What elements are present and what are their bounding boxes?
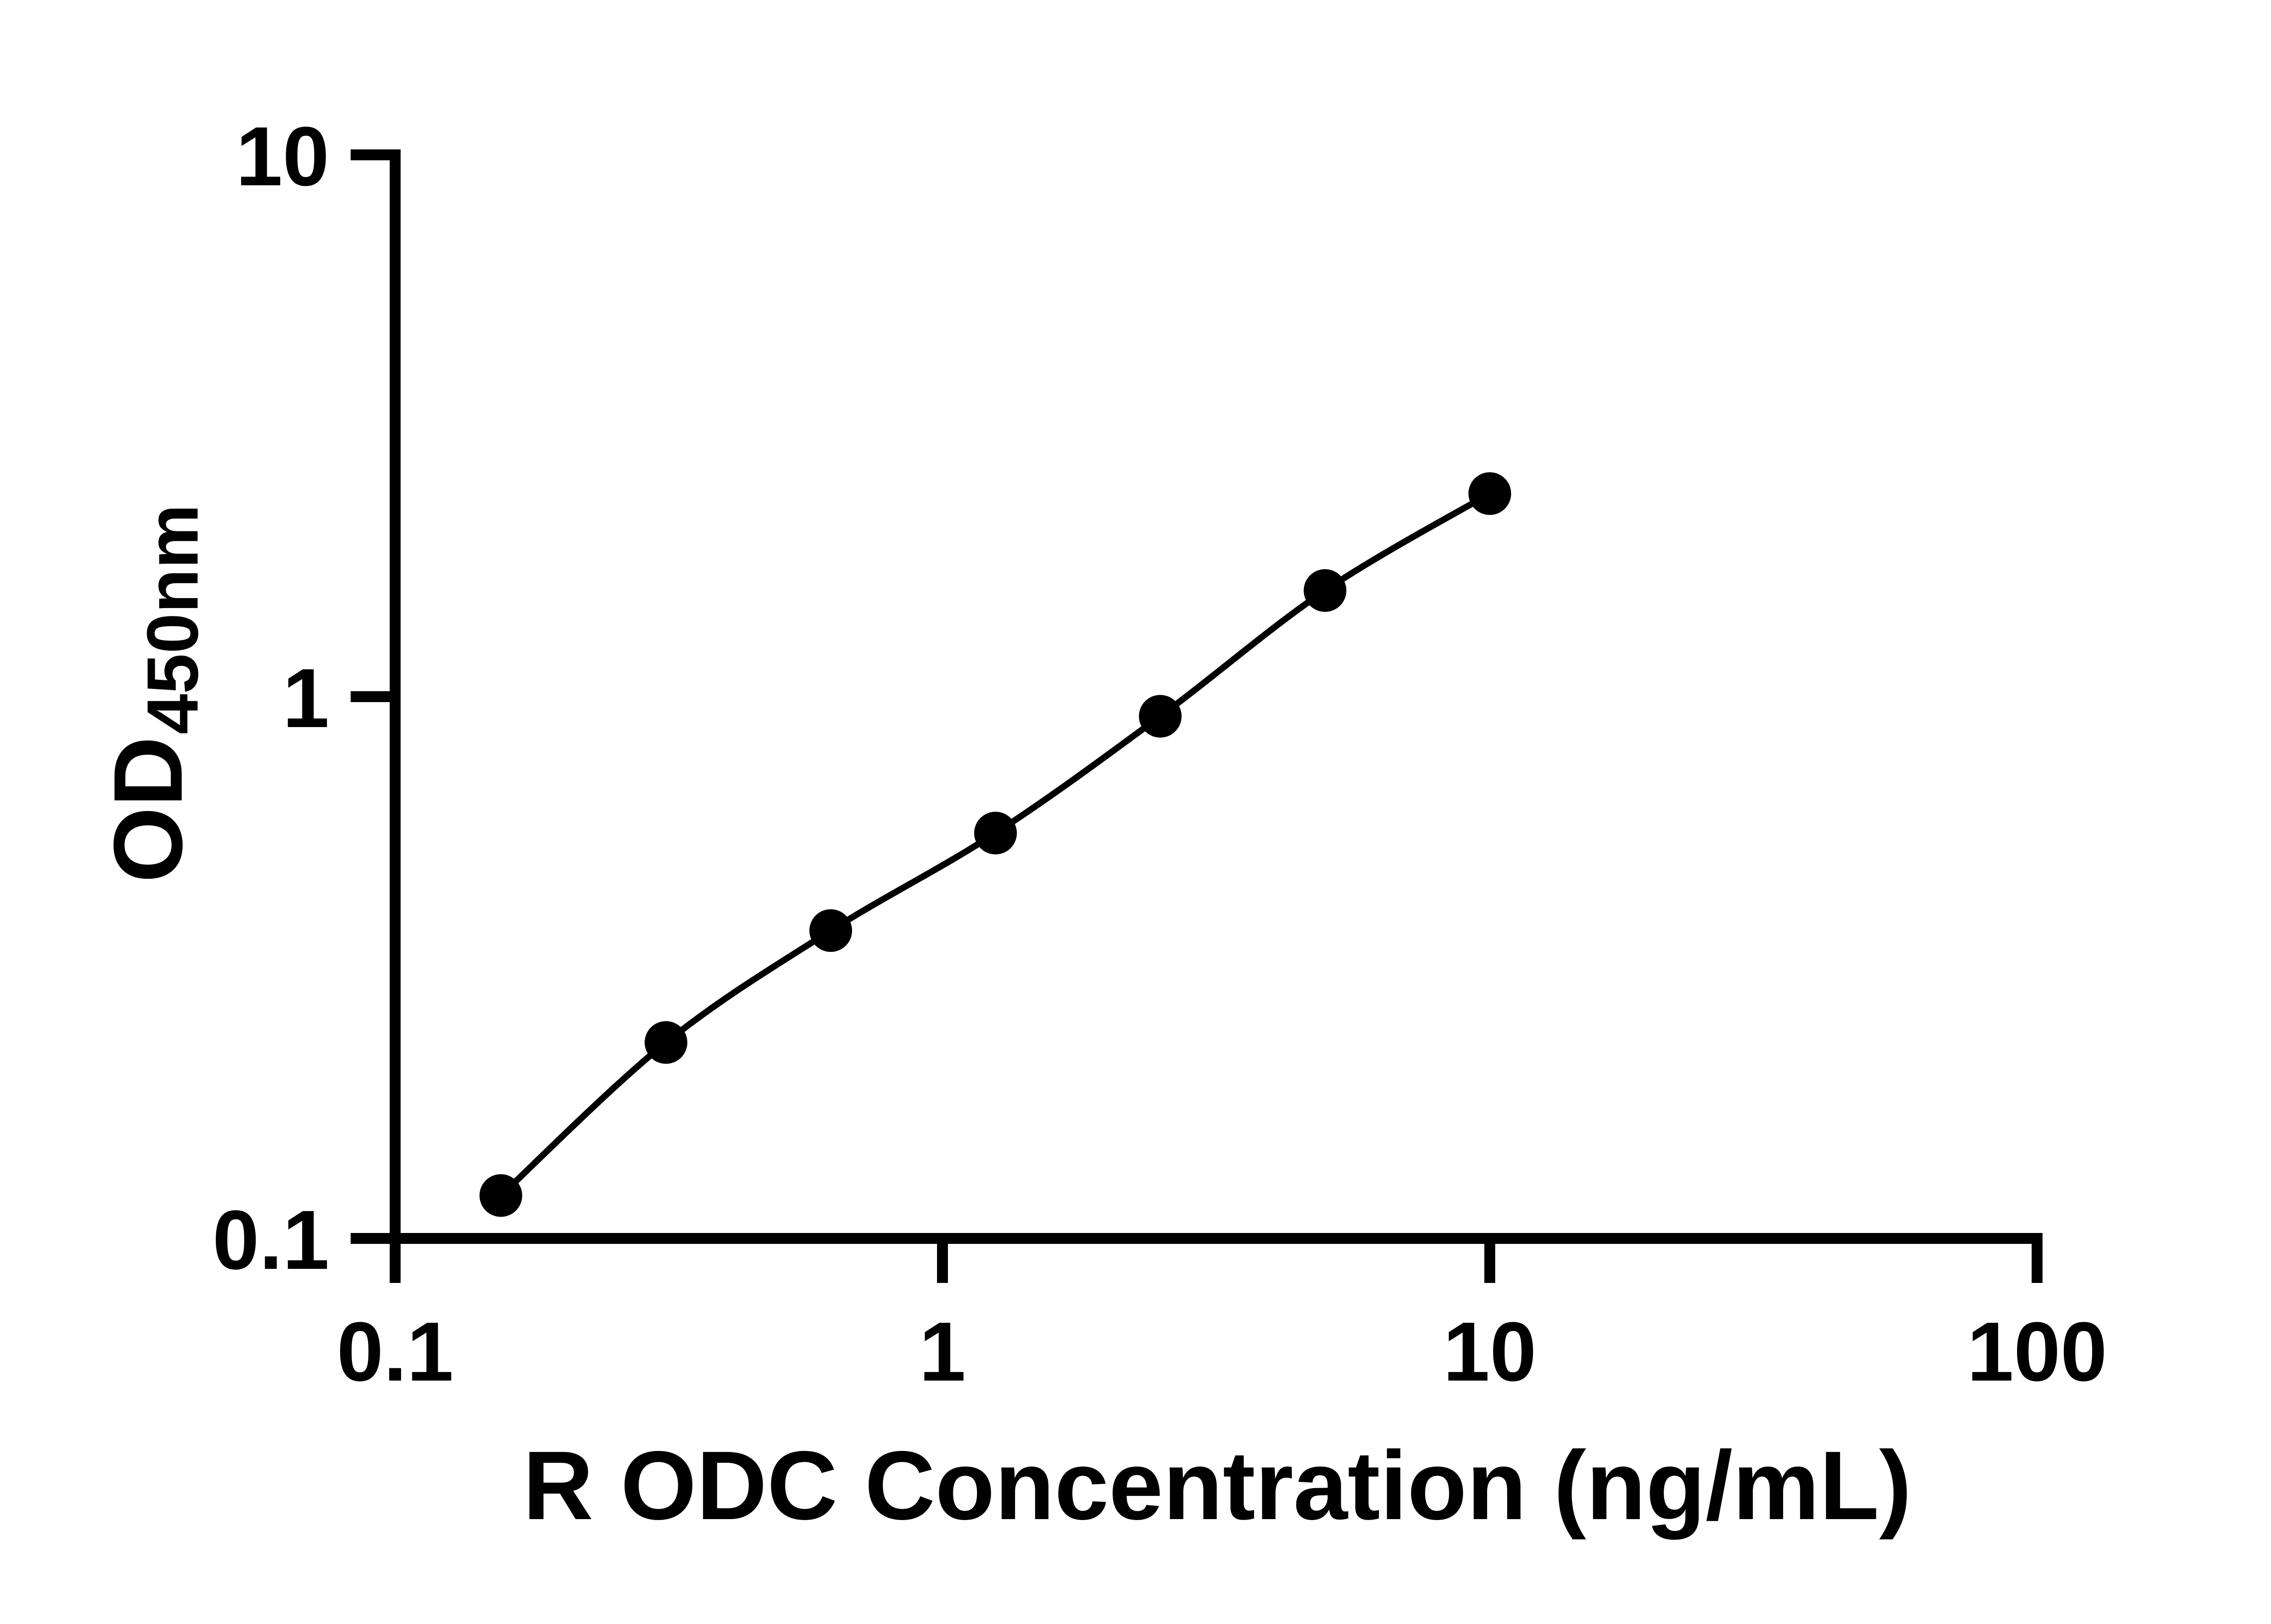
plot-area: 0.1 1 10 100 0.1 1 10 xyxy=(213,110,2107,1399)
y-tick-label: 10 xyxy=(236,110,329,203)
y-axis-title: OD 450nm xyxy=(93,504,213,883)
data-point-marker xyxy=(1139,695,1182,738)
data-point-marker xyxy=(1468,472,1511,515)
x-axis-layer: 0.1 1 10 100 xyxy=(337,1233,2107,1399)
x-tick-label: 100 xyxy=(1967,1305,2107,1399)
data-point-marker xyxy=(1304,569,1347,612)
x-tick-label: 0.1 xyxy=(337,1305,453,1399)
x-tick-label: 10 xyxy=(1443,1305,1537,1399)
marker-layer xyxy=(479,472,1511,1217)
data-point-marker xyxy=(479,1174,522,1217)
x-axis-title: R ODC Concentration (ng/mL) xyxy=(523,1431,1912,1540)
data-point-marker xyxy=(974,812,1017,855)
y-axis-layer: 0.1 1 10 xyxy=(213,110,401,1287)
y-tick-label: 0.1 xyxy=(213,1193,329,1287)
data-point-marker xyxy=(809,909,852,952)
y-axis-title-main: OD xyxy=(93,737,203,883)
y-axis-title-subscript: 450nm xyxy=(132,504,213,734)
x-tick-label: 1 xyxy=(919,1305,966,1399)
data-point-marker xyxy=(645,1021,688,1064)
y-tick-label: 1 xyxy=(283,652,329,745)
